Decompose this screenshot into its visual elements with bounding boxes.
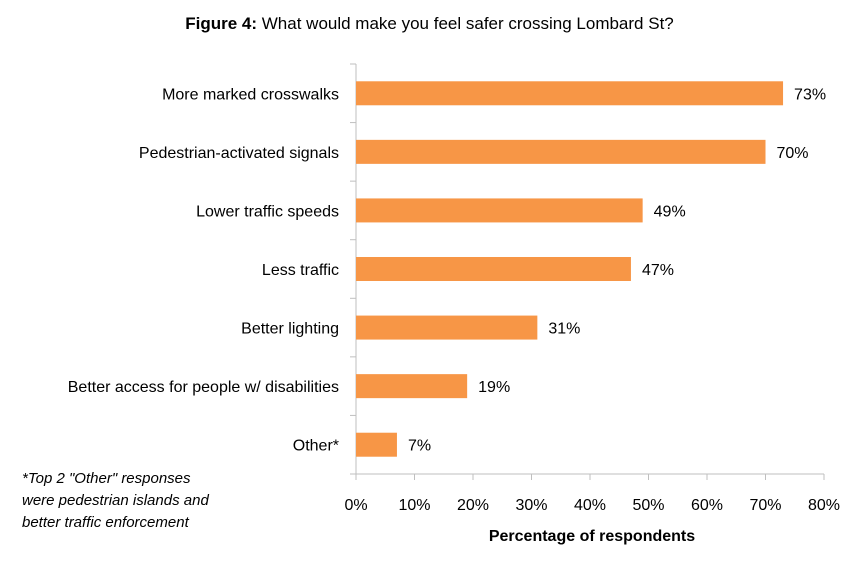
category-label: Better access for people w/ disabilities xyxy=(68,379,339,396)
data-label: 70% xyxy=(777,145,809,162)
x-tick-label: 50% xyxy=(632,497,664,514)
data-label: 7% xyxy=(408,438,431,455)
x-tick-label: 60% xyxy=(691,497,723,514)
footnote-line-3: better traffic enforcement xyxy=(22,514,189,531)
category-label: Better lighting xyxy=(241,321,339,338)
x-tick-label: 20% xyxy=(457,497,489,514)
bar-4 xyxy=(356,257,631,281)
category-label: Less traffic xyxy=(262,262,339,279)
x-tick-label: 10% xyxy=(398,497,430,514)
category-label: More marked crosswalks xyxy=(162,86,339,103)
bar-2 xyxy=(356,139,766,164)
data-label: 47% xyxy=(642,262,674,279)
figure-question: What would make you feel safer crossing … xyxy=(261,14,674,33)
footnote: *Top 2 "Other" responses were pedestrian… xyxy=(22,468,209,534)
data-label: 31% xyxy=(548,321,580,338)
bar-7 xyxy=(356,432,397,457)
footnote-line-2: were pedestrian islands and xyxy=(22,492,209,509)
x-tick-label: 30% xyxy=(515,497,547,514)
data-label: 73% xyxy=(794,86,826,103)
bar-1 xyxy=(356,81,784,106)
category-label: Lower traffic speeds xyxy=(196,203,339,220)
bar-3 xyxy=(356,198,643,223)
data-label: 49% xyxy=(654,203,686,220)
data-label: 19% xyxy=(478,379,510,396)
category-label: Pedestrian-activated signals xyxy=(139,145,339,162)
footnote-line-1: *Top 2 "Other" responses xyxy=(22,470,191,487)
x-tick-label: 0% xyxy=(344,497,367,514)
bar-6 xyxy=(356,374,468,399)
bar-5 xyxy=(356,315,538,340)
x-tick-label: 40% xyxy=(574,497,606,514)
x-tick-label: 80% xyxy=(808,497,840,514)
chart-title: Figure 4: What would make you feel safer… xyxy=(0,14,859,34)
x-axis-title: Percentage of respondents xyxy=(489,528,695,545)
x-tick-label: 70% xyxy=(749,497,781,514)
category-label: Other* xyxy=(293,438,339,455)
figure-number: Figure 4: xyxy=(185,14,258,33)
